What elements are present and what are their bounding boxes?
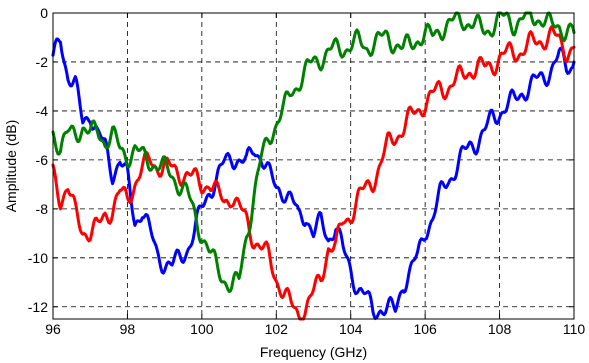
series-line-3 [51, 11, 576, 293]
x-tick-label: 96 [45, 321, 61, 337]
y-tick-label: -4 [36, 103, 49, 119]
y-tick-label: -12 [28, 299, 48, 315]
y-tick-label: -8 [36, 201, 49, 217]
series-line-1 [51, 37, 576, 321]
x-tick-label: 104 [339, 321, 363, 337]
x-tick-label: 108 [488, 321, 512, 337]
x-tick-label: 106 [413, 321, 437, 337]
y-tick-label: -10 [28, 250, 48, 266]
tick-layer: 96 98 100 102 104 106 108 110 0 -2 -4 -6 -8 -10 -12 [28, 5, 586, 337]
series-layer [51, 11, 576, 321]
x-tick-label: 98 [120, 321, 136, 337]
series-line-2 [51, 25, 576, 321]
y-axis-label: Amplitude (dB) [3, 120, 19, 213]
y-tick-label: -2 [36, 54, 49, 70]
x-tick-label: 102 [265, 321, 289, 337]
y-tick-label: 0 [40, 5, 48, 21]
x-tick-label: 100 [190, 321, 214, 337]
x-axis-label: Frequency (GHz) [260, 344, 367, 360]
plot-area-frame [52, 12, 575, 320]
x-tick-label: 110 [563, 321, 586, 337]
y-tick-label: -6 [36, 152, 49, 168]
